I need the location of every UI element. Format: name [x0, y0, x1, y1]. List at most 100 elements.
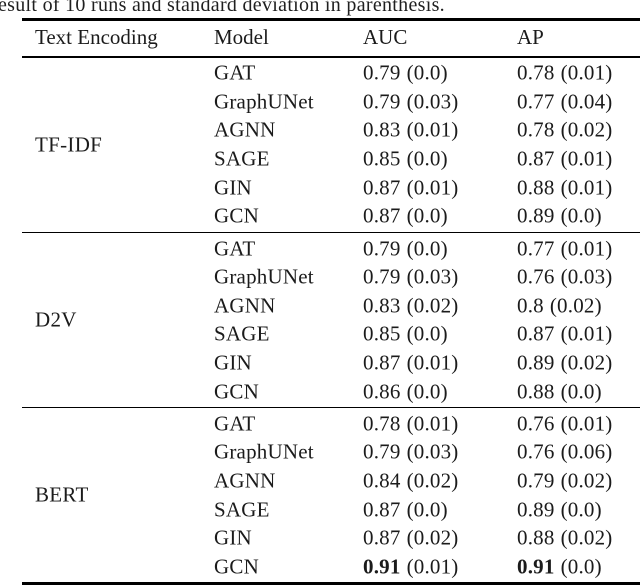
- ap-cell: 0.87 (0.01): [517, 147, 613, 172]
- auc-std: (0.01): [406, 175, 459, 200]
- model-cell: SAGE: [214, 497, 270, 522]
- auc-cell: 0.79 (0.03): [363, 265, 459, 290]
- auc-std: (0.01): [406, 350, 459, 375]
- encoding-group-rows: GAT 0.79 (0.0) 0.77 (0.01) GraphUNet 0.79(…: [0, 234, 640, 406]
- ap-std: (0.01): [560, 175, 613, 200]
- ap-cell: 0.79 (0.02): [517, 468, 613, 493]
- table-row: SAGE 0.87 (0.0) 0.89 (0.0): [0, 495, 640, 524]
- model-cell: GCN: [214, 379, 259, 403]
- auc-cell: 0.87 (0.01): [363, 175, 459, 200]
- ap-cell: 0.76 (0.01): [517, 411, 613, 436]
- header-ap: AP: [517, 25, 544, 49]
- auc-cell: 0.83 (0.01): [363, 118, 459, 143]
- ap-value: 0.76: [517, 439, 555, 464]
- ap-std: (0.01): [560, 236, 613, 261]
- table-row: SAGE 0.85 (0.0) 0.87 (0.01): [0, 145, 640, 174]
- table-header-rule: [22, 56, 640, 58]
- table-row: GIN 0.87 (0.02) 0.88 (0.02): [0, 524, 640, 553]
- auc-std: (0.0): [406, 146, 448, 171]
- table-row: GAT 0.79 (0.0) 0.77 (0.01): [0, 234, 640, 263]
- auc-cell: 0.87 (0.0): [363, 204, 448, 229]
- ap-value: 0.88: [517, 379, 555, 403]
- auc-cell: 0.87 (0.02): [363, 526, 459, 551]
- model-cell: GCN: [214, 554, 259, 579]
- auc-value: 0.86: [363, 379, 401, 403]
- auc-value: 0.87: [363, 203, 401, 228]
- ap-value: 0.77: [517, 236, 555, 261]
- group-divider-rule: [22, 406, 640, 409]
- table-bottom-rule: [22, 582, 640, 585]
- auc-cell: 0.87 (0.0): [363, 497, 448, 522]
- auc-std: (0.0): [406, 203, 448, 228]
- table-row: GIN 0.87 (0.01) 0.88 (0.01): [0, 173, 640, 202]
- ap-cell: 0.76 (0.03): [517, 265, 613, 290]
- group-divider-rule: [22, 231, 640, 234]
- model-cell: GIN: [214, 175, 252, 200]
- model-cell: GraphUNet: [214, 439, 314, 464]
- ap-value: 0.88: [517, 525, 555, 550]
- table-row: GraphUNet 0.79 (0.03) 0.76 (0.06): [0, 438, 640, 467]
- table-row: GAT 0.79 (0.0) 0.78 (0.01): [0, 59, 640, 88]
- auc-value: 0.79: [363, 60, 401, 85]
- auc-cell: 0.91 (0.01): [363, 554, 459, 579]
- auc-std: (0.0): [406, 379, 448, 403]
- auc-value: 0.79: [363, 89, 401, 114]
- ap-value: 0.78: [517, 117, 555, 142]
- auc-value: 0.83: [363, 293, 401, 318]
- auc-std: (0.02): [406, 468, 459, 493]
- table-row: GCN 0.91 (0.01) 0.91 (0.0): [0, 552, 640, 581]
- auc-std: (0.02): [406, 525, 459, 550]
- ap-cell: 0.78 (0.01): [517, 61, 613, 86]
- auc-value: 0.85: [363, 321, 401, 346]
- table-caption: esult of 10 runs and standard deviation …: [0, 0, 445, 16]
- table-row: GCN 0.87 (0.0) 0.89 (0.0): [0, 202, 640, 231]
- ap-std: (0.0): [560, 554, 602, 579]
- auc-cell: 0.79 (0.0): [363, 236, 448, 261]
- ap-cell: 0.87 (0.01): [517, 322, 613, 347]
- table-top-rule: [22, 18, 640, 21]
- model-cell: AGNN: [214, 293, 276, 318]
- ap-value: 0.91: [517, 554, 555, 579]
- header-text-encoding: Text Encoding: [35, 25, 158, 49]
- auc-std: (0.02): [406, 293, 459, 318]
- auc-cell: 0.85 (0.0): [363, 322, 448, 347]
- auc-value: 0.84: [363, 468, 401, 493]
- ap-std: (0.01): [560, 411, 613, 436]
- table-row: GAT 0.78 (0.01) 0.76 (0.01): [0, 409, 640, 438]
- ap-value: 0.87: [517, 146, 555, 171]
- ap-value: 0.76: [517, 411, 555, 436]
- ap-cell: 0.76 (0.06): [517, 440, 613, 465]
- encoding-label: D2V: [35, 307, 77, 332]
- model-cell: SAGE: [214, 321, 270, 346]
- ap-value: 0.89: [517, 203, 555, 228]
- model-cell: AGNN: [214, 117, 276, 142]
- ap-cell: 0.91 (0.0): [517, 554, 602, 579]
- encoding-group: TF-IDF GAT 0.79 (0.0) 0.78 (0.01) GraphUNe…: [0, 58, 640, 232]
- model-cell: GraphUNet: [214, 89, 314, 114]
- ap-std: (0.01): [560, 321, 613, 346]
- auc-value: 0.79: [363, 439, 401, 464]
- auc-value: 0.79: [363, 264, 401, 289]
- ap-cell: 0.77 (0.04): [517, 89, 613, 114]
- table-body: TF-IDF GAT 0.79 (0.0) 0.78 (0.01) GraphUNe…: [0, 58, 640, 582]
- ap-value: 0.8: [517, 293, 544, 318]
- ap-cell: 0.89 (0.0): [517, 497, 602, 522]
- model-cell: SAGE: [214, 146, 270, 171]
- ap-value: 0.88: [517, 175, 555, 200]
- auc-std: (0.0): [406, 60, 448, 85]
- ap-std: (0.02): [549, 293, 602, 318]
- ap-value: 0.76: [517, 264, 555, 289]
- auc-std: (0.03): [406, 264, 459, 289]
- table-header-row: Text Encoding Model AUC AP: [0, 25, 640, 55]
- ap-std: (0.03): [560, 264, 613, 289]
- table-row: GCN 0.86 (0.0) 0.88 (0.0): [0, 377, 640, 406]
- ap-value: 0.77: [517, 89, 555, 114]
- ap-cell: 0.89 (0.0): [517, 204, 602, 229]
- model-cell: GraphUNet: [214, 264, 314, 289]
- header-auc: AUC: [363, 25, 408, 49]
- model-cell: AGNN: [214, 468, 276, 493]
- model-cell: GIN: [214, 350, 252, 375]
- table-row: AGNN 0.84 (0.02) 0.79 (0.02): [0, 467, 640, 496]
- ap-cell: 0.88 (0.01): [517, 175, 613, 200]
